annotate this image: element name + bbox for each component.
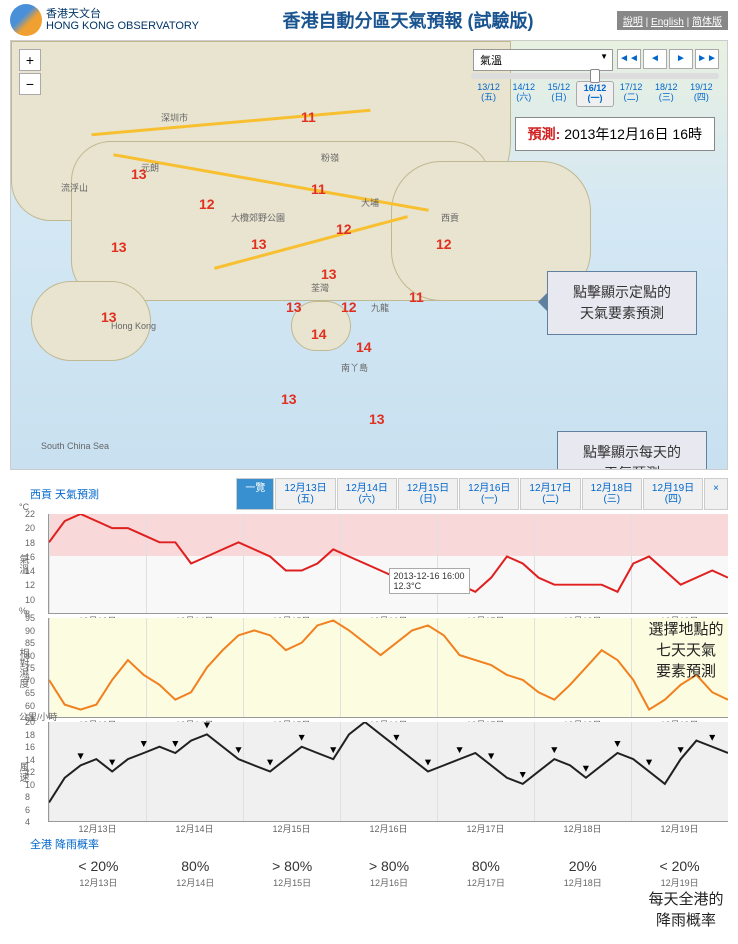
date-tab[interactable]: 16/12(一) bbox=[576, 81, 613, 107]
rain-probability-cell: 80%12月14日 bbox=[147, 858, 244, 889]
rain-probability-cell: < 20%12月13日 bbox=[50, 858, 147, 889]
temperature-marker[interactable]: 13 bbox=[111, 239, 127, 255]
rain-probability-cell: 80%12月17日 bbox=[437, 858, 534, 889]
place-label: 西貢 bbox=[441, 211, 459, 224]
chart-tab[interactable]: 一覽 bbox=[236, 478, 274, 510]
link-help[interactable]: 說明 bbox=[623, 17, 643, 28]
rewind-button[interactable]: ◄◄ bbox=[617, 49, 641, 69]
temperature-marker[interactable]: 11 bbox=[301, 109, 316, 125]
slider-thumb[interactable] bbox=[590, 69, 600, 83]
temperature-marker[interactable]: 11 bbox=[409, 289, 424, 305]
rain-title: 全港 降雨概率 bbox=[30, 836, 728, 852]
date-tab[interactable]: 14/12(六) bbox=[506, 81, 541, 107]
header-links: 說明 | English | 简体版 bbox=[617, 11, 728, 30]
temperature-marker[interactable]: 12 bbox=[341, 299, 357, 315]
rain-probability-cell: 20%12月18日 bbox=[534, 858, 631, 889]
temperature-marker[interactable]: 12 bbox=[199, 196, 215, 212]
prev-button[interactable]: ◄ bbox=[643, 49, 667, 69]
temperature-marker[interactable]: 13 bbox=[369, 411, 385, 427]
next-button[interactable]: ► bbox=[669, 49, 693, 69]
temperature-marker[interactable]: 11 bbox=[311, 181, 326, 197]
link-simplified[interactable]: 简体版 bbox=[692, 17, 722, 28]
chart-location-title: 西貢 天氣預測 bbox=[10, 486, 99, 502]
callout-daily-forecast: 點擊顯示每天的天氣預測 bbox=[557, 431, 707, 470]
link-english[interactable]: English bbox=[651, 17, 684, 28]
temperature-marker[interactable]: 12 bbox=[336, 221, 352, 237]
chart-tab[interactable]: 12月15日(日) bbox=[398, 478, 458, 510]
annotation-rain: 每天全港的降雨概率 bbox=[636, 890, 736, 932]
temperature-marker[interactable]: 13 bbox=[131, 166, 147, 182]
temperature-marker[interactable]: 13 bbox=[286, 299, 302, 315]
temperature-marker[interactable]: 13 bbox=[281, 391, 297, 407]
date-tab[interactable]: 19/12(四) bbox=[684, 81, 719, 107]
place-label: 九龍 bbox=[371, 301, 389, 314]
time-slider[interactable] bbox=[471, 73, 719, 79]
rain-probability-cell: > 80%12月15日 bbox=[244, 858, 341, 889]
temperature-marker[interactable]: 12 bbox=[436, 236, 452, 252]
temperature-chart[interactable]: 81012141618202212月13日12月14日12月15日12月16日1… bbox=[48, 514, 728, 614]
forward-button[interactable]: ►► bbox=[695, 49, 719, 69]
date-tab[interactable]: 18/12(三) bbox=[649, 81, 684, 107]
chart-tab[interactable]: 12月18日(三) bbox=[582, 478, 642, 510]
place-label: 粉嶺 bbox=[321, 151, 339, 164]
date-tab[interactable]: 13/12(五) bbox=[471, 81, 506, 107]
wind-chart[interactable]: 46810121416182012月13日12月14日12月15日12月16日1… bbox=[48, 722, 728, 822]
place-label: 流浮山 bbox=[61, 181, 88, 194]
place-label: 荃灣 bbox=[311, 281, 329, 294]
place-label: Hong Kong bbox=[111, 321, 156, 331]
temperature-marker[interactable]: 14 bbox=[311, 326, 327, 342]
place-label: South China Sea bbox=[41, 441, 109, 451]
place-label: 南丫島 bbox=[341, 361, 368, 374]
chart-tab[interactable]: 12月16日(一) bbox=[459, 478, 519, 510]
date-tab[interactable]: 17/12(二) bbox=[614, 81, 649, 107]
chart-tab[interactable]: 12月13日(五) bbox=[275, 478, 335, 510]
parameter-dropdown[interactable]: 氣溫 bbox=[473, 49, 613, 71]
hko-logo[interactable]: 香港天文台 HONG KONG OBSERVATORY bbox=[10, 4, 199, 36]
humidity-chart[interactable]: 55606570758085909512月13日12月14日12月15日12月1… bbox=[48, 618, 728, 718]
rain-probability-cell: < 20%12月19日 bbox=[631, 858, 728, 889]
page-title: 香港自動分區天氣預報 (試驗版) bbox=[199, 7, 617, 33]
close-button[interactable]: × bbox=[704, 478, 728, 510]
chart-tooltip: 2013-12-16 16:0012.3°C bbox=[389, 568, 470, 594]
chart-tab[interactable]: 12月17日(二) bbox=[520, 478, 580, 510]
zoom-out-button[interactable]: − bbox=[19, 73, 41, 95]
temperature-marker[interactable]: 13 bbox=[251, 236, 267, 252]
chart-tab[interactable]: 12月14日(六) bbox=[337, 478, 397, 510]
temperature-marker[interactable]: 13 bbox=[321, 266, 337, 282]
zoom-in-button[interactable]: + bbox=[19, 49, 41, 71]
temperature-marker[interactable]: 13 bbox=[101, 309, 117, 325]
map[interactable]: 深圳市元朗流浮山大欖郊野公園粉嶺大埔西貢荃灣九龍Hong Kong南丫島Sout… bbox=[10, 40, 728, 470]
date-tab[interactable]: 15/12(日) bbox=[541, 81, 576, 107]
callout-point-forecast: 點擊顯示定點的天氣要素預測 bbox=[547, 271, 697, 335]
logo-icon bbox=[10, 4, 42, 36]
annotation-7day: 選擇地點的七天天氣要素預測 bbox=[636, 620, 736, 683]
chart-tab[interactable]: 12月19日(四) bbox=[643, 478, 703, 510]
rain-probability-cell: > 80%12月16日 bbox=[341, 858, 438, 889]
place-label: 深圳市 bbox=[161, 111, 188, 124]
forecast-time-banner: 預測: 2013年12月16日 16時 bbox=[515, 117, 715, 151]
place-label: 大欖郊野公園 bbox=[231, 211, 285, 224]
place-label: 大埔 bbox=[361, 196, 379, 209]
temperature-marker[interactable]: 14 bbox=[356, 339, 372, 355]
logo-text: 香港天文台 HONG KONG OBSERVATORY bbox=[46, 8, 199, 32]
